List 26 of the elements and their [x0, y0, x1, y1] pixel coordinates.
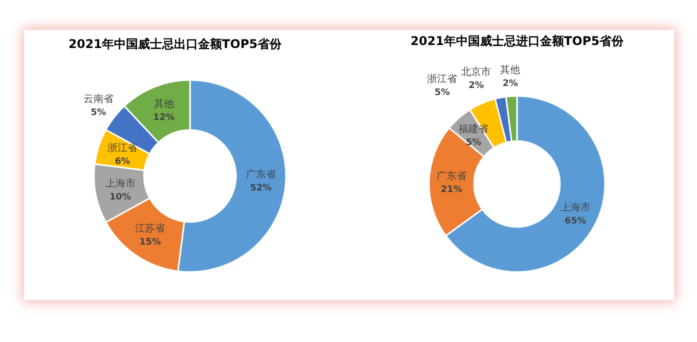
slice-label: 云南省 — [83, 92, 114, 105]
data-label: 52% — [250, 183, 272, 194]
slice-label: 北京市 — [461, 66, 492, 78]
slice-label: 福建省 — [458, 122, 489, 135]
chart-title: 2021年中国威士忌出口金额TOP5省份 — [68, 37, 282, 51]
data-label: 2% — [468, 80, 484, 91]
slice-label: 广东省 — [246, 168, 276, 180]
data-label: 15% — [139, 238, 161, 248]
chart-title: 2021年中国威士忌进口金额TOP5省份 — [410, 34, 624, 48]
data-label: 6% — [114, 157, 130, 168]
data-label: 65% — [564, 216, 586, 227]
slice-label: 浙江省 — [107, 142, 138, 154]
data-label: 21% — [440, 184, 462, 195]
slice-label: 上海市 — [560, 202, 590, 214]
data-label: 12% — [153, 112, 175, 123]
slice-label: 广东省 — [436, 170, 467, 182]
data-label: 10% — [109, 192, 132, 202]
data-label: 5% — [90, 108, 106, 118]
slice-label: 浙江省 — [427, 72, 458, 85]
slice-label: 江苏省 — [135, 222, 166, 235]
data-label: 5% — [466, 138, 482, 148]
slice-label: 其他 — [500, 64, 520, 76]
data-label: 2% — [502, 79, 518, 90]
data-label: 5% — [434, 88, 450, 98]
slice-label: 其他 — [154, 98, 174, 110]
slice-label: 上海市 — [105, 177, 136, 190]
